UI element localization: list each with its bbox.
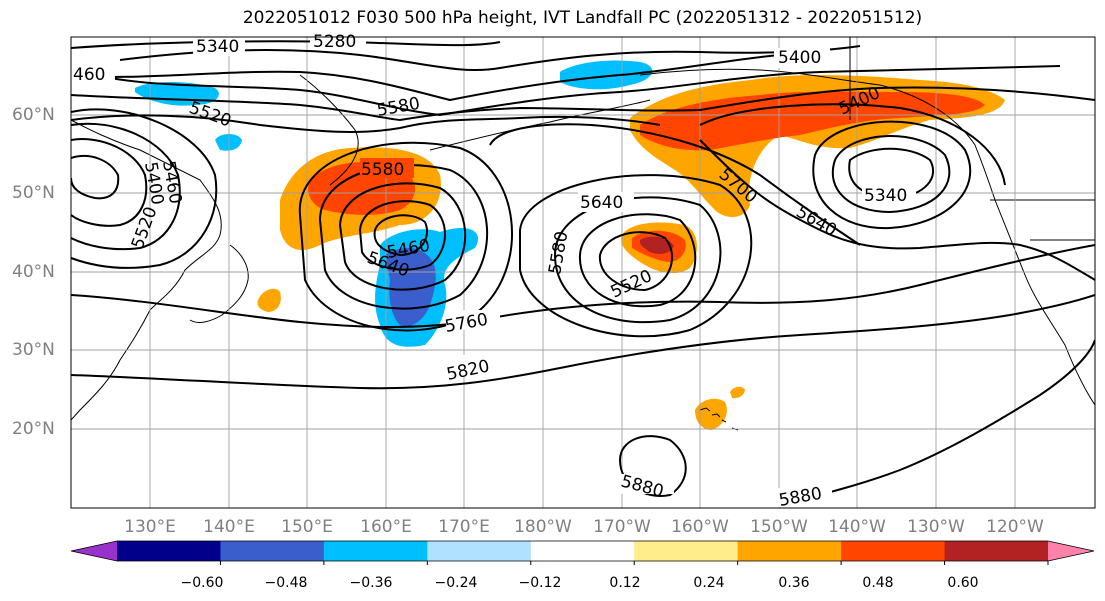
colorbar-tick-label: −0.12 xyxy=(519,575,562,591)
lon-label: 160°W xyxy=(671,517,729,537)
colorbar-tick-label: −0.48 xyxy=(265,575,308,591)
contour-5700-ne xyxy=(699,103,1006,186)
contour-low-c-3 xyxy=(338,182,466,291)
lon-label: 150°W xyxy=(750,517,808,537)
contour-low-w-2 xyxy=(71,138,148,227)
ivt-shade-small-blue xyxy=(215,134,242,151)
contour-low-ne-1 xyxy=(848,147,935,200)
contour-5880-se xyxy=(779,339,1095,506)
na-west-coast xyxy=(994,199,1095,406)
lat-label: 20°N xyxy=(12,419,55,439)
map-frame xyxy=(70,36,1096,509)
contour-5400-top xyxy=(71,54,781,102)
ivt-shade-hawaii-orange xyxy=(695,398,727,430)
lon-label: 170°W xyxy=(593,517,651,537)
kamchatka-coast xyxy=(299,74,359,186)
ivt-shade-small-orange-2 xyxy=(730,386,745,399)
colorbar-tick-label: 0.36 xyxy=(778,575,809,591)
lon-labels: 130°E 140°E 150°E 160°E 170°E 180°W 170°… xyxy=(124,517,1044,537)
na-border-lines xyxy=(849,37,1095,241)
coastlines xyxy=(71,37,1095,431)
lon-label: 180°W xyxy=(514,517,572,537)
map-area xyxy=(71,37,1095,508)
colorbar-segment xyxy=(220,541,325,561)
contour-5340-top xyxy=(119,45,861,71)
colorbar-tick-label: 0.48 xyxy=(862,575,893,591)
lon-label: 160°E xyxy=(360,517,412,537)
colorbar-outline xyxy=(70,540,1095,562)
contour-low-c-1 xyxy=(373,214,428,257)
colorbar-labels: −0.60 −0.48 −0.36 −0.24 −0.12 0.12 0.24 … xyxy=(181,575,979,591)
colorbar-segment xyxy=(737,541,842,561)
asia-coast xyxy=(71,119,222,421)
contour-5520-top xyxy=(71,86,1095,122)
hawaii-islands xyxy=(699,407,739,431)
colorbar-tick-label: −0.60 xyxy=(181,575,224,591)
ivt-shade-small-orange-1 xyxy=(257,288,281,312)
lat-label: 30°N xyxy=(12,340,55,360)
colorbar-tick-label: −0.24 xyxy=(435,575,478,591)
contour-low-w-1 xyxy=(71,155,120,200)
contour-5640-ring xyxy=(519,174,753,338)
japan-coast xyxy=(189,244,249,323)
lat-label: 40°N xyxy=(12,262,55,282)
colorbar-segment xyxy=(634,541,739,561)
lat-label: 50°N xyxy=(12,183,55,203)
aleutian-chain xyxy=(429,99,651,151)
contour-label: 5340 xyxy=(196,37,239,57)
contour-5760 xyxy=(71,244,1095,328)
ivt-shade-bering-blue xyxy=(560,60,653,90)
contour-label: 460 xyxy=(73,65,105,85)
lat-label: 60°N xyxy=(12,105,55,125)
colorbar xyxy=(70,540,1095,565)
colorbar-segment xyxy=(323,541,428,561)
colorbar-segment xyxy=(117,541,221,561)
colorbar-tick-label: 0.12 xyxy=(609,575,640,591)
lon-label: 140°W xyxy=(828,517,886,537)
lat-labels: 60°N 50°N 40°N 30°N 20°N xyxy=(12,105,55,439)
contour-low-c-2 xyxy=(358,200,446,271)
lon-label: 170°E xyxy=(438,517,490,537)
lon-label: 150°E xyxy=(281,517,333,537)
colorbar-extend-max xyxy=(1048,541,1094,561)
colorbar-extend-min xyxy=(71,541,117,561)
contour-5460-top xyxy=(109,65,1061,117)
contour-label: 5640 xyxy=(580,193,623,213)
contour-label: 5580 xyxy=(361,160,404,180)
contour-label: 5340 xyxy=(864,186,907,206)
contour-low-e-1 xyxy=(598,231,674,292)
contour-label: 5400 xyxy=(778,48,821,68)
colorbar-segment xyxy=(944,541,1049,561)
contour-5700-curve xyxy=(699,139,1095,281)
contour-low-w-4 xyxy=(71,108,218,269)
lon-label: 140°E xyxy=(203,517,255,537)
colorbar-tick-label: −0.36 xyxy=(350,575,393,591)
colorbar-tick-label: 0.60 xyxy=(947,575,978,591)
colorbar-tick-label: 0.24 xyxy=(693,575,724,591)
contour-low-ne-3 xyxy=(812,120,972,230)
colorbar-segment xyxy=(841,541,946,561)
figure-title: 2022051012 F030 500 hPa height, IVT Land… xyxy=(242,8,923,28)
lon-label: 130°W xyxy=(907,517,965,537)
contour-5640-mid xyxy=(489,123,861,246)
alaska-coast xyxy=(639,68,996,201)
contour-low-ne-2 xyxy=(831,135,951,214)
colorbar-segment xyxy=(427,541,532,561)
contour-label: 5280 xyxy=(313,32,356,52)
contour-5820 xyxy=(71,294,1095,390)
contour-low-w-3 xyxy=(71,122,181,251)
lon-label: 130°E xyxy=(124,517,176,537)
colorbar-segment xyxy=(530,541,635,561)
ivt-shade-central-darkred xyxy=(639,236,674,254)
contour-low-e-2 xyxy=(578,213,697,308)
lon-label: 120°W xyxy=(986,517,1044,537)
contour-5580-siberia xyxy=(71,114,661,133)
